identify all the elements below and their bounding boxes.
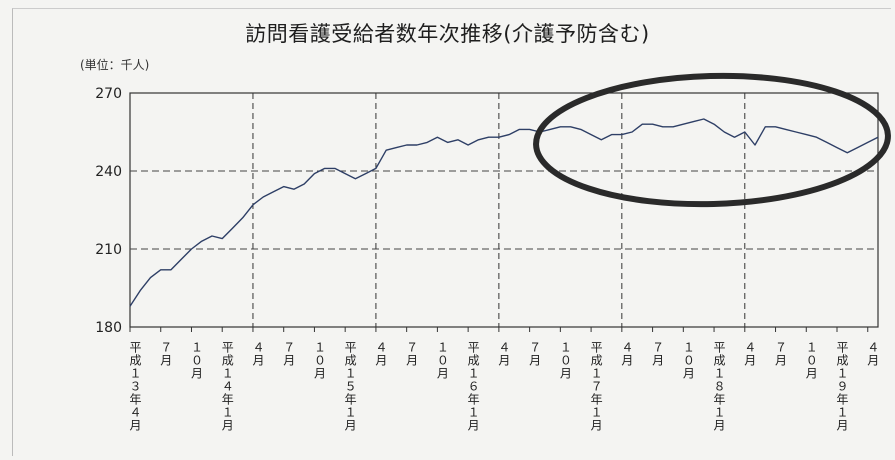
x-tick-label: ７月 [651,341,665,367]
x-tick-label: １０月 [681,341,695,380]
x-tick-label: ４月 [620,341,634,367]
x-tick-label: １０月 [312,341,326,380]
x-tick-label: ７月 [528,341,542,367]
x-tick-label: 平成１６年１月 [466,341,480,432]
x-tick-label: １０月 [435,341,449,380]
x-tick-label: ７月 [159,341,173,367]
x-tick-label: 平成１８年１月 [712,341,726,432]
x-tick-label: ４月 [743,341,757,367]
y-tick-label: 210 [95,242,122,258]
x-tick-label: 平成１５年１月 [343,341,357,432]
unit-label: (単位：千人) [80,58,150,72]
highlight-ellipse [533,72,891,208]
x-tick-label: １０月 [558,341,572,380]
x-tick-label: 平成１９年１月 [835,341,849,432]
chart-frame [12,8,891,456]
x-tick-label: １０月 [804,341,818,380]
x-tick-label: ７月 [405,341,419,367]
x-tick-label: 平成１７年１月 [589,341,603,432]
y-tick-label: 240 [95,164,122,180]
x-tick-label: 平成１３年４月 [128,341,142,432]
chart-title: 訪問看護受給者数年次推移(介護予防含む) [245,22,650,46]
x-tick-label: ７月 [282,341,296,367]
plot-border [129,92,879,328]
x-tick-label: ４月 [497,341,511,367]
series-line [129,118,879,307]
x-tick-label: ７月 [774,341,788,367]
y-tick-label: 180 [95,320,122,336]
x-tick-label: ４月 [866,341,880,367]
x-tick-label: 平成１４年１月 [220,341,234,432]
x-tick-label: １０月 [189,341,203,380]
x-tick-label: ４月 [251,341,265,367]
y-tick-label: 270 [95,86,122,102]
x-tick-label: ４月 [374,341,388,367]
